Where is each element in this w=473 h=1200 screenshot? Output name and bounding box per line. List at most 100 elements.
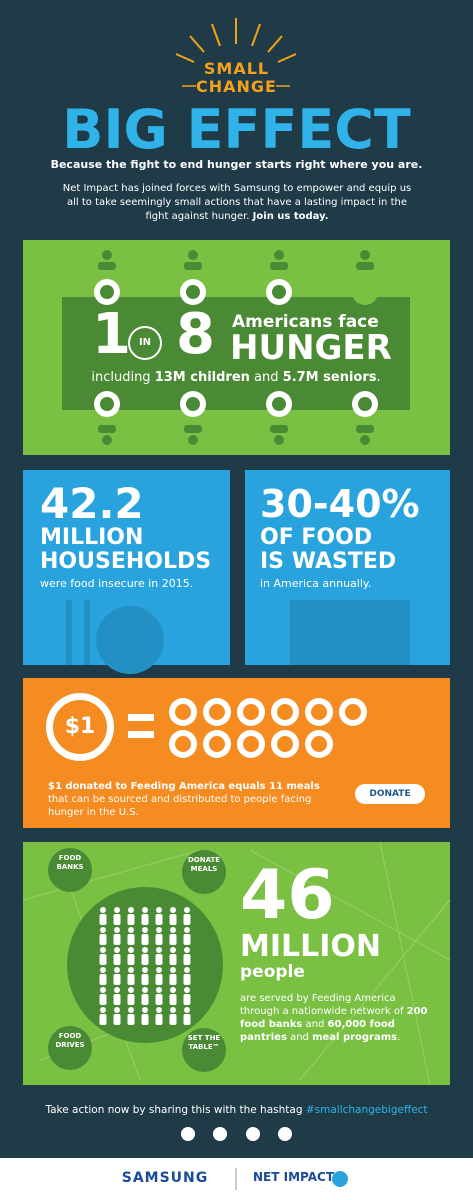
person-body (113, 954, 121, 965)
person-body (127, 914, 135, 925)
meal-food (209, 704, 225, 720)
node-label[interactable]: FOOD DRIVES (40, 1032, 100, 1050)
donate-button[interactable] (355, 784, 425, 804)
diner-body (356, 262, 374, 270)
person-head (170, 907, 176, 913)
node-text: TABLE™ (188, 1043, 220, 1051)
person-body (99, 934, 107, 945)
text: Take action now by sharing this with the… (45, 1104, 306, 1116)
person-body (113, 994, 121, 1005)
person-head (100, 947, 106, 953)
person-body (113, 914, 121, 925)
person-head (184, 1007, 190, 1013)
text: . (376, 370, 381, 385)
food (186, 285, 200, 299)
small-change: SMALL CHANGE (0, 60, 473, 96)
text: are served by Feeding America through a … (240, 993, 407, 1017)
text: meal programs (312, 1032, 398, 1043)
diner-head (274, 250, 284, 260)
intro-text: Net Impact has joined forces with Samsun… (62, 183, 412, 222)
person-head (156, 967, 162, 973)
text: IS WASTED (260, 549, 397, 574)
node-text: MEALS (190, 865, 218, 873)
person-head (170, 947, 176, 953)
diner-body (356, 425, 374, 433)
net-impact-logo: NET IMPACT (253, 1170, 334, 1184)
person-body (169, 1014, 177, 1025)
person-head (170, 927, 176, 933)
meal-food (311, 704, 327, 720)
diner-body (270, 262, 288, 270)
food (358, 397, 372, 411)
person-head (170, 967, 176, 973)
person-head (142, 907, 148, 913)
social-icons[interactable] (181, 1127, 292, 1141)
person-head (128, 927, 134, 933)
person-head (100, 967, 106, 973)
node-text: SET THE (187, 1034, 221, 1042)
diner-head (360, 435, 370, 445)
person-body (183, 954, 191, 965)
text: $1 donated to Feeding America equals 11 … (48, 781, 320, 792)
person-body (127, 954, 135, 965)
person-head (100, 987, 106, 993)
person-head (128, 1007, 134, 1013)
person-body (155, 954, 163, 965)
person-body (183, 914, 191, 925)
person-body (169, 974, 177, 985)
waste-number: 30-40% (260, 482, 420, 526)
person-body (99, 1014, 107, 1025)
person-body (141, 954, 149, 965)
meal-food (175, 736, 191, 752)
equals-bar (128, 714, 154, 721)
person-body (113, 934, 121, 945)
diner-body (184, 425, 202, 433)
text: 5.7M seniors (282, 370, 377, 385)
person-head (114, 1007, 120, 1013)
person-body (141, 974, 149, 985)
meal-food (209, 736, 225, 752)
intro: Net Impact has joined forces with Samsun… (62, 182, 412, 224)
person-body (99, 974, 107, 985)
node-label[interactable]: DONATE MEALS (174, 856, 234, 874)
net-impact-mark (332, 1171, 348, 1187)
person-body (113, 974, 121, 985)
text: OF FOOD (260, 525, 373, 550)
person-head (156, 947, 162, 953)
person-head (184, 927, 190, 933)
text: including (91, 370, 155, 385)
hunger-line1: Americans face (232, 312, 379, 332)
text: that can be sourced and distributed to p… (48, 794, 312, 818)
households-sub: were food insecure in 2015. (40, 577, 194, 590)
person-body (127, 1014, 135, 1025)
food (186, 397, 200, 411)
waste-label: OF FOOD IS WASTED (260, 526, 396, 574)
food (100, 397, 114, 411)
person-body (155, 974, 163, 985)
donate-label[interactable]: DONATE (369, 789, 411, 799)
network-number: 46 (240, 856, 335, 935)
person-body (155, 934, 163, 945)
node-text: FOOD (58, 1032, 82, 1040)
person-head (170, 1007, 176, 1013)
node-text: DRIVES (55, 1041, 85, 1049)
person-body (99, 954, 107, 965)
person-head (114, 927, 120, 933)
diner-head (102, 250, 112, 260)
node-label[interactable]: SET THE TABLE™ (174, 1034, 234, 1052)
coin-inner (53, 700, 107, 754)
coin-amount: $1 (64, 714, 96, 739)
person-head (184, 987, 190, 993)
diner-head (188, 435, 198, 445)
meal-food (243, 736, 259, 752)
equals-bar (128, 731, 154, 738)
text: 13M children (154, 370, 250, 385)
plate (352, 279, 378, 305)
hashtag[interactable]: #smallchangebigeffect (305, 1104, 428, 1116)
person-head (128, 987, 134, 993)
node-label[interactable]: FOOD BANKS (40, 854, 100, 872)
hunger-one: 1 (92, 302, 131, 367)
network-text: are served by Feeding America through a … (240, 992, 435, 1044)
person-body (183, 974, 191, 985)
